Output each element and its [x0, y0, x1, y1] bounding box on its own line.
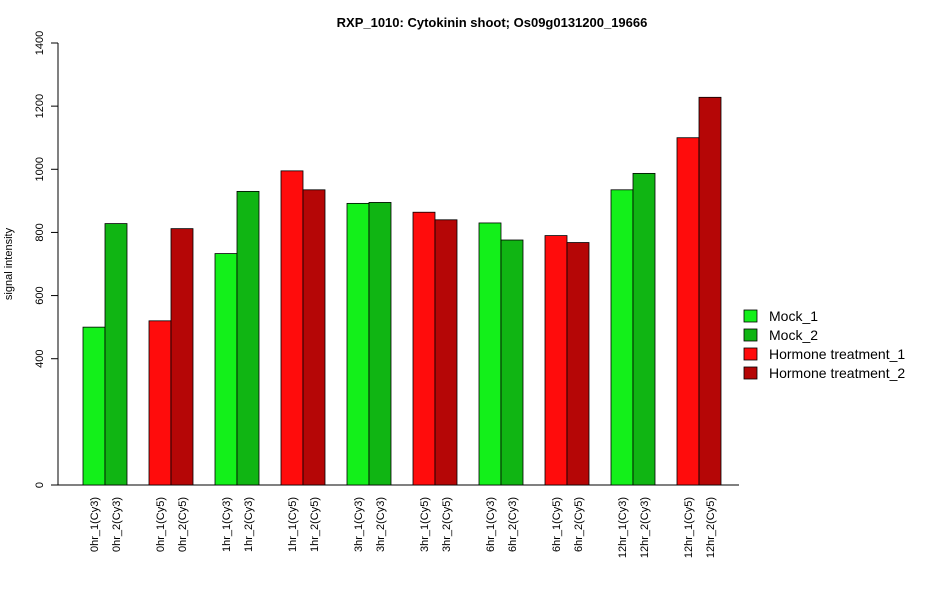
- bar-3hr_2(Cy5): [434, 219, 458, 486]
- x-tick-label: 6hr_1(Cy5): [551, 497, 563, 552]
- bar-6hr_2(Cy3): [500, 239, 524, 486]
- bar-1hr_2(Cy3): [236, 190, 260, 486]
- legend-swatch: [743, 328, 758, 342]
- bar-3hr_1(Cy5): [412, 211, 436, 486]
- x-tick-label: 1hr_2(Cy5): [309, 497, 321, 552]
- x-tick-label: 1hr_1(Cy5): [287, 497, 299, 552]
- legend-label: Mock_2: [769, 327, 818, 343]
- x-tick-label: 0hr_2(Cy3): [111, 497, 123, 552]
- y-tick-label: 800: [34, 223, 46, 241]
- x-tick-label: 6hr_1(Cy3): [485, 497, 497, 552]
- x-tick-label: 0hr_1(Cy3): [89, 497, 101, 552]
- chart-title: RXP_1010: Cytokinin shoot; Os09g0131200_…: [337, 15, 648, 30]
- x-tick-labels: 0hr_1(Cy3) 0hr_2(Cy3) 0hr_1(Cy5) 0hr_2(Cy5)…: [89, 497, 717, 558]
- x-tick-label: 3hr_2(Cy5): [441, 497, 453, 552]
- legend: Mock_1 Mock_2 Hormone treatment_1 Hormone t…: [743, 308, 905, 381]
- x-tick-label: 3hr_1(Cy3): [353, 497, 365, 552]
- bar-6hr_2(Cy5): [566, 242, 590, 486]
- legend-label: Hormone treatment_1: [769, 346, 905, 362]
- bar-0hr_1(Cy5): [148, 320, 172, 486]
- bar-1hr_1(Cy3): [214, 253, 238, 486]
- y-tick-label: 600: [34, 286, 46, 304]
- x-tick-label: 3hr_1(Cy5): [419, 497, 431, 552]
- bar-0hr_2(Cy5): [170, 228, 194, 486]
- y-tick-label: 1000: [34, 157, 46, 181]
- y-tick-label: 0: [34, 482, 46, 488]
- x-tick-label: 1hr_1(Cy3): [221, 497, 233, 552]
- x-tick-label: 6hr_2(Cy5): [573, 497, 585, 552]
- bar-3hr_2(Cy3): [368, 202, 392, 486]
- bar-6hr_1(Cy3): [478, 222, 502, 486]
- x-tick-label: 3hr_2(Cy3): [375, 497, 387, 552]
- bar-1hr_2(Cy5): [302, 189, 326, 486]
- bar-12hr_1(Cy5): [676, 137, 700, 486]
- legend-swatch: [743, 366, 758, 380]
- x-tick-label: 12hr_2(Cy3): [639, 497, 651, 558]
- y-axis: 0 400 600 800 1000 1200 1400: [34, 31, 59, 488]
- bar-12hr_2(Cy5): [698, 96, 722, 486]
- y-tick-label: 1200: [34, 94, 46, 118]
- bar-3hr_1(Cy3): [346, 202, 370, 486]
- x-tick-label: 12hr_2(Cy5): [705, 497, 717, 558]
- x-tick-label: 0hr_1(Cy5): [155, 497, 167, 552]
- y-tick-label: 1400: [34, 31, 46, 55]
- x-tick-label: 12hr_1(Cy5): [683, 497, 695, 558]
- bar-12hr_2(Cy3): [632, 172, 656, 486]
- bar-12hr_1(Cy3): [610, 189, 634, 486]
- y-tick-label: 400: [34, 350, 46, 368]
- bar-6hr_1(Cy5): [544, 235, 568, 486]
- bars-group: [82, 96, 722, 486]
- legend-label: Mock_1: [769, 308, 818, 324]
- x-tick-label: 6hr_2(Cy3): [507, 497, 519, 552]
- legend-swatch: [743, 347, 758, 361]
- x-tick-label: 0hr_2(Cy5): [177, 497, 189, 552]
- x-tick-label: 1hr_2(Cy3): [243, 497, 255, 552]
- bar-1hr_1(Cy5): [280, 170, 304, 486]
- bar-0hr_1(Cy3): [82, 326, 106, 486]
- legend-swatch: [743, 309, 758, 323]
- y-axis-label: signal intensity: [3, 227, 15, 300]
- bar-0hr_2(Cy3): [104, 223, 128, 486]
- legend-label: Hormone treatment_2: [769, 365, 905, 381]
- x-tick-label: 12hr_1(Cy3): [617, 497, 629, 558]
